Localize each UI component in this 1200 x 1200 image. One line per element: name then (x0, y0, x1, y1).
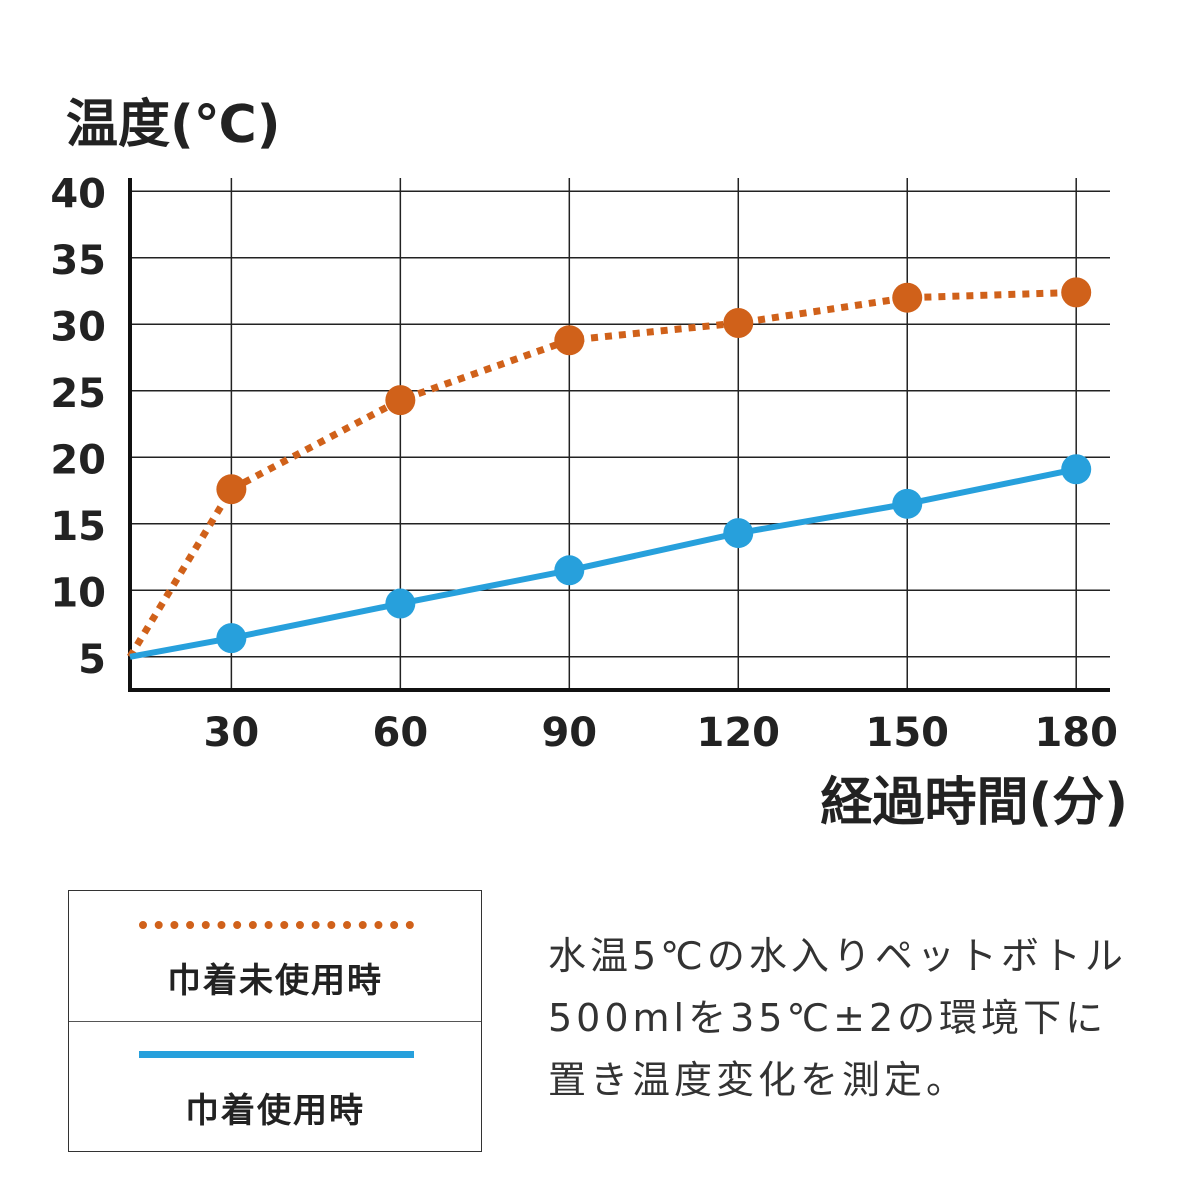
y-tick-label: 35 (50, 238, 106, 284)
y-tick-label: 20 (50, 437, 106, 483)
data-point (723, 307, 754, 338)
tick-labels: 5 10 15 20 25 30 35 40 30 60 90 120 150 180 (50, 171, 1118, 756)
grid (130, 178, 1110, 690)
legend-label-used: 巾着使用時 (185, 1091, 365, 1131)
x-axis-label: 経過時間(分) (820, 773, 1128, 833)
legend-item-used: 巾着使用時 (69, 1021, 481, 1151)
x-tick-label: 180 (1034, 710, 1118, 756)
data-point (385, 588, 416, 619)
note-line-2: 500mlを35℃±2の環境下に (548, 996, 1108, 1040)
series (127, 277, 1092, 660)
x-tick-label: 150 (865, 710, 949, 756)
note-line-1: 水温5℃の水入りペットボトル (548, 934, 1127, 978)
x-tick-label: 60 (373, 710, 429, 756)
y-tick-label: 30 (50, 304, 106, 350)
y-tick-label: 15 (50, 504, 106, 550)
y-axis-label: 温度(℃) (66, 95, 281, 155)
note-line-3: 置き温度変化を測定。 (548, 1058, 969, 1102)
legend-swatch-solid (139, 1051, 414, 1058)
data-point (892, 488, 923, 519)
data-point (554, 325, 585, 356)
y-tick-label: 25 (50, 371, 106, 417)
x-tick-label: 120 (697, 710, 781, 756)
data-point (892, 282, 923, 313)
y-tick-label: 10 (50, 570, 106, 616)
temperature-chart: 5 10 15 20 25 30 35 40 30 60 90 120 150 180 温度(℃) 経過時… (50, 95, 1128, 833)
x-tick-label: 30 (204, 710, 260, 756)
legend-item-unused: 巾着未使用時 (69, 891, 481, 1022)
y-tick-label: 40 (50, 171, 106, 217)
data-point (1061, 454, 1092, 485)
data-point (554, 555, 585, 586)
series-line (129, 466, 1077, 660)
measurement-note: 水温5℃の水入りペットボトル 500mlを35℃±2の環境下に 置き温度変化を測… (548, 925, 1188, 1111)
data-point (1061, 277, 1092, 308)
series-line (127, 288, 1077, 659)
data-point (216, 623, 247, 654)
legend: 巾着未使用時 巾着使用時 (68, 890, 482, 1152)
y-tick-label: 5 (78, 637, 106, 683)
data-point (216, 474, 247, 505)
legend-label-unused: 巾着未使用時 (167, 961, 383, 1001)
data-point (723, 518, 754, 549)
legend-swatch-dotted (139, 921, 414, 929)
axes (128, 178, 1110, 692)
data-point (385, 385, 416, 416)
x-tick-label: 90 (541, 710, 597, 756)
